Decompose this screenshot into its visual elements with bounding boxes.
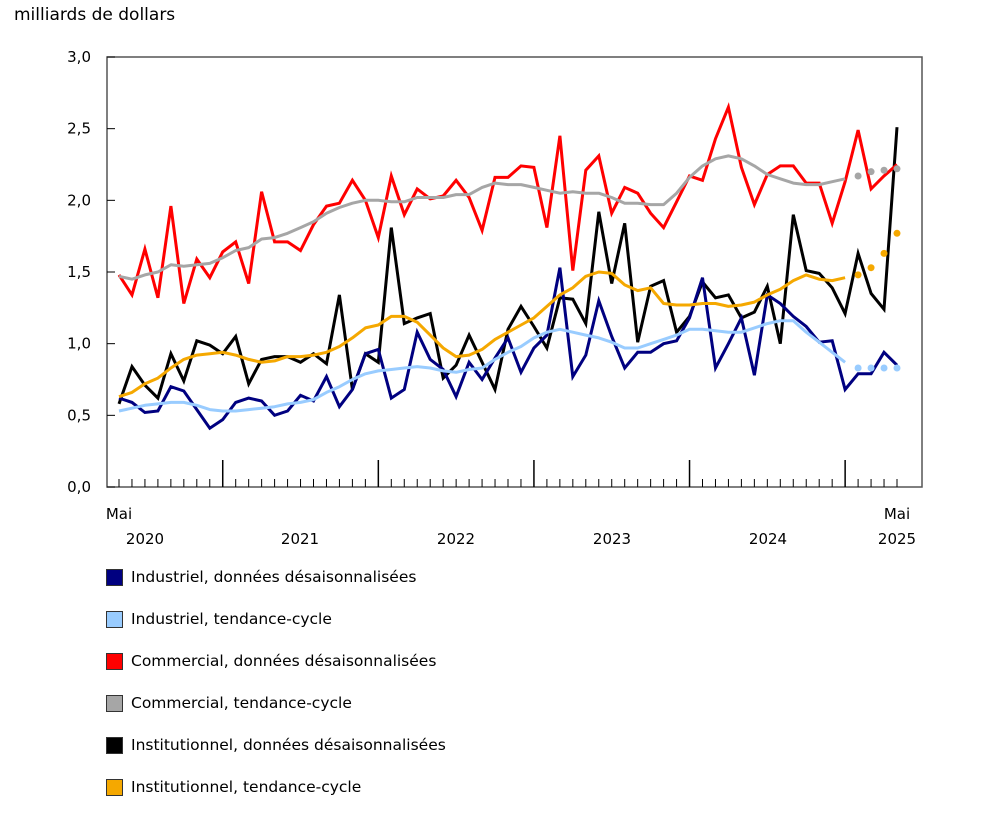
y-tick-label: 1,0 [67,335,91,353]
y-tick-label: 0,0 [67,478,91,496]
series-5-trend-point [880,249,888,257]
legend-label: Commercial, données désaisonnalisées [131,652,437,670]
series-0-line [118,267,899,431]
legend: Industriel, données désaisonnalisées Ind… [106,568,446,820]
x-year-label: 2022 [437,530,475,548]
y-tick-label: 2,5 [67,120,91,138]
legend-label: Industriel, tendance-cycle [131,610,332,628]
x-year-label: 2025 [878,530,916,548]
legend-label: Industriel, données désaisonnalisées [131,568,417,586]
legend-item-industrial-trend[interactable]: Industriel, tendance-cycle [106,610,446,652]
series-5-trend-point [867,264,875,272]
x-year-label: 2023 [593,530,631,548]
legend-item-commercial-trend[interactable]: Commercial, tendance-cycle [106,694,446,736]
series-1-trend-point [880,364,888,372]
legend-item-institutional-sa[interactable]: Institutionnel, données désaisonnalisées [106,736,446,778]
legend-swatch [106,569,123,586]
series-2-line [117,102,898,304]
x-start-month-label: Mai [106,505,132,523]
legend-label: Institutionnel, données désaisonnalisées [131,736,446,754]
y-axis-label: milliards de dollars [14,5,176,25]
series-3-trend-line [118,154,846,281]
line-chart: 0,0 0,5 1,0 1,5 2,0 2,5 3,0 Mai Mai 2020 2021 2022 2… [67,48,923,548]
legend-swatch [106,653,123,670]
y-tick-label: 2,0 [67,191,91,209]
series-3-trend-point [867,168,875,176]
series-1-trend-point [893,364,901,372]
x-year-label: 2021 [281,530,319,548]
legend-swatch [106,611,123,628]
legend-item-commercial-sa[interactable]: Commercial, données désaisonnalisées [106,652,446,694]
y-tick-label: 0,5 [67,406,91,424]
series-1-trend-point [854,364,862,372]
legend-label: Commercial, tendance-cycle [131,694,352,712]
series-1-trend-point [867,364,875,372]
x-end-month-label: Mai [884,505,910,523]
plot-frame [106,56,923,488]
series-3-trend-point [854,172,862,180]
series-4-line [117,127,899,405]
series-3-trend-point [880,166,888,174]
legend-swatch [106,779,123,796]
legend-label: Institutionnel, tendance-cycle [131,778,362,796]
y-tick-label: 3,0 [67,48,91,66]
series-5-trend-point [854,271,862,279]
legend-item-industrial-sa[interactable]: Industriel, données désaisonnalisées [106,568,446,610]
series-3-trend-point [893,165,901,173]
legend-swatch [106,737,123,754]
series-5-trend-line [118,270,846,399]
x-year-label: 2024 [749,530,787,548]
series-5-trend-point [893,229,901,237]
legend-swatch [106,695,123,712]
x-year-label: 2020 [126,530,164,548]
y-tick-label: 1,5 [67,263,91,281]
legend-item-institutional-trend[interactable]: Institutionnel, tendance-cycle [106,778,446,820]
series-1-trend-line [118,319,847,413]
